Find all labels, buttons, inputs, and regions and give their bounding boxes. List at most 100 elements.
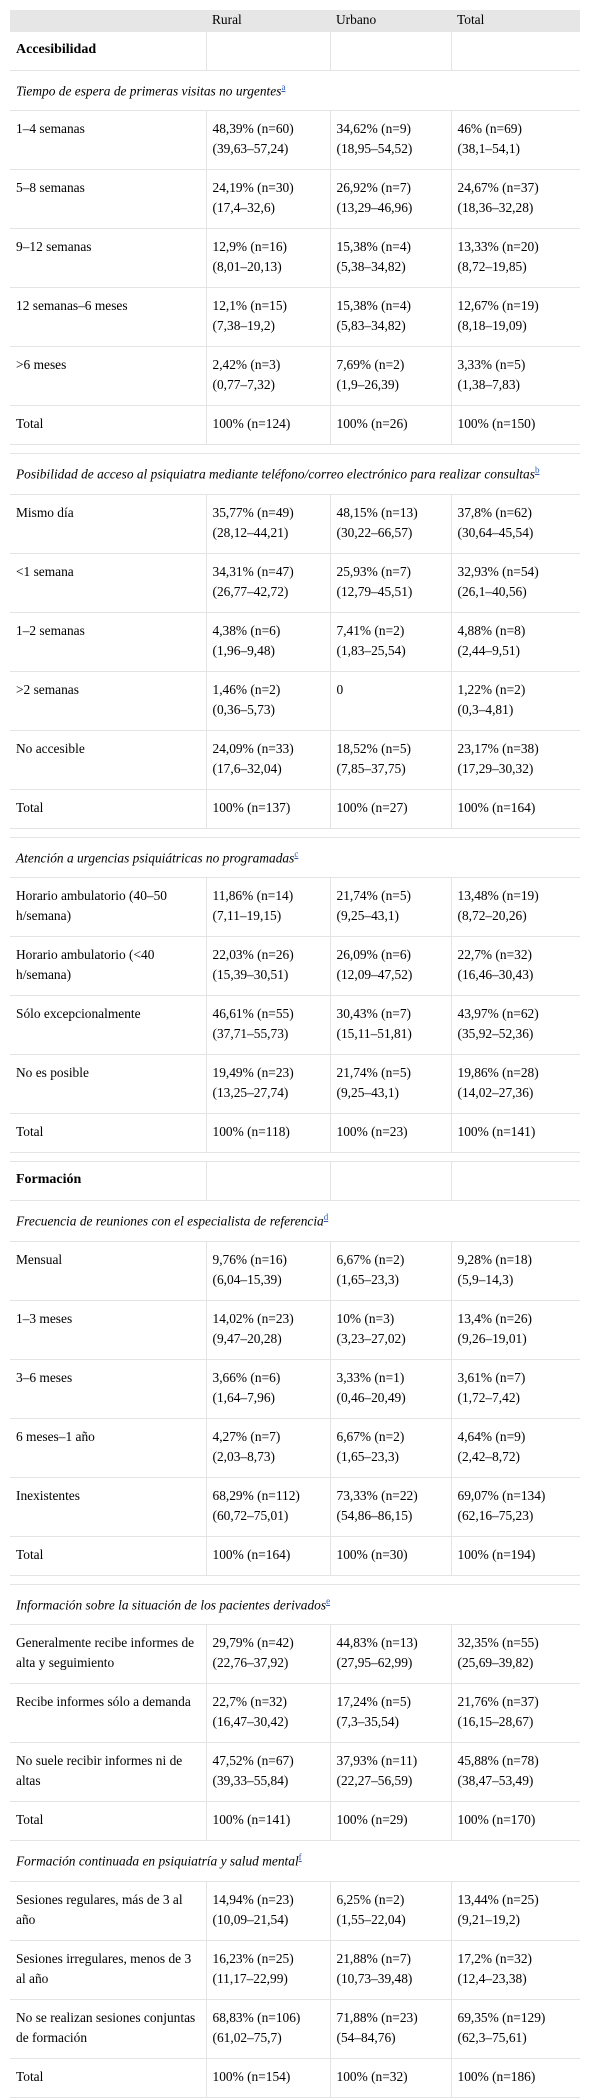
rural-value: 100% (n=164) [205, 1536, 330, 1576]
footnote-link[interactable]: c [294, 848, 299, 859]
total-value: 32,93% (n=54) (26,1–40,56) [450, 553, 580, 613]
question-heading-row: Información sobre la situación de los pa… [10, 1584, 580, 1626]
total-value-line: 4,88% (n=8) [457, 622, 526, 638]
total-value-line: 43,97% (n=62) [457, 1006, 539, 1022]
spacer-row [10, 444, 580, 455]
spacer-row [10, 1575, 580, 1585]
spacer-cell [10, 828, 580, 838]
total-value-line: (17,29–30,32) [457, 760, 534, 776]
total-value: 100% (n=141) [450, 1113, 580, 1154]
urbano-value-line: (3,23–27,02) [336, 1330, 406, 1346]
urbano-value-line: (1,83–25,54) [336, 642, 406, 658]
urbano-value: 7,41% (n=2) (1,83–25,54) [329, 612, 451, 672]
table-row: Total 100% (n=124) 100% (n=26) 100% (n=150) [10, 405, 580, 446]
rural-value-line: (60,72–75,01) [212, 1507, 289, 1523]
row-label: 12 semanas–6 meses [10, 287, 206, 348]
total-value-line: (16,15–28,67) [457, 1714, 534, 1730]
footnote-link[interactable]: e [326, 1595, 331, 1606]
rural-value: 34,31% (n=47) (26,77–42,72) [205, 553, 330, 613]
total-value-line: 1,22% (n=2) [457, 681, 526, 697]
row-label: Total [10, 1536, 206, 1576]
urbano-value: 21,74% (n=5) (9,25–43,1) [329, 1054, 451, 1115]
rural-value: 19,49% (n=23) (13,25–27,74) [205, 1054, 330, 1115]
total-value-line: (1,72–7,42) [457, 1389, 520, 1405]
urbano-value: 100% (n=23) [329, 1113, 451, 1154]
urbano-value-line: (54,86–86,15) [336, 1507, 413, 1523]
rural-value-line: 4,38% (n=6) [212, 622, 281, 638]
total-value: 100% (n=194) [450, 1536, 580, 1576]
total-value: 100% (n=164) [450, 789, 580, 829]
urbano-value-line: 7,41% (n=2) [336, 622, 405, 638]
total-value: 32,35% (n=55) (25,69–39,82) [450, 1624, 580, 1685]
urbano-value: 100% (n=26) [329, 405, 451, 446]
row-label: Total [10, 2058, 206, 2098]
rural-value-line: (39,33–55,84) [212, 1773, 289, 1789]
urbano-value: 21,74% (n=5) (9,25–43,1) [329, 877, 451, 938]
question-heading-row: Atención a urgencias psiquiátricas no pr… [10, 837, 580, 879]
total-value-line: 17,2% (n=32) [457, 1950, 533, 1966]
rural-value-line: 24,09% (n=33) [212, 740, 294, 756]
footnote-link[interactable]: a [281, 82, 286, 92]
rural-value-line: (28,12–44,21) [212, 524, 289, 540]
table-row: Mismo día 35,77% (n=49) (28,12–44,21) 48,15… [10, 494, 580, 554]
rural-value-line: 68,29% (n=112) [212, 1487, 300, 1503]
total-value: 100% (n=150) [450, 405, 580, 446]
row-label: 1–2 semanas [10, 612, 206, 672]
rural-value-line: 4,27% (n=7) [212, 1428, 281, 1444]
rural-value-line: 16,23% (n=25) [212, 1950, 294, 1966]
table-row: 12 semanas–6 meses 12,1% (n=15) (7,38–19,2… [10, 287, 580, 348]
table-row: Horario ambulatorio (<40 h/semana) 22,03%… [10, 936, 580, 997]
row-label: Horario ambulatorio (40–50 h/semana) [10, 877, 206, 938]
spacer-cell [10, 1152, 580, 1163]
urbano-value: 15,38% (n=4) (5,38–34,82) [329, 228, 451, 289]
rural-value-line: 100% (n=124) [212, 416, 291, 432]
row-label: No accesible [10, 730, 206, 790]
spacer-cell [10, 444, 580, 455]
row-label: Generalmente recibe informes de alta y s… [10, 1624, 206, 1685]
section-heading-row: Accesibilidad [10, 32, 580, 71]
question-text: Atención a urgencias psiquiátricas no pr… [16, 850, 295, 866]
footnote-link[interactable]: b [534, 465, 540, 476]
rural-value-line: (9,47–20,28) [212, 1330, 282, 1346]
urbano-value-line: 10% (n=3) [336, 1310, 395, 1326]
total-value-line: (9,21–19,2) [457, 1911, 520, 1927]
urbano-value-line: (5,83–34,82) [336, 318, 406, 334]
total-value: 13,4% (n=26) (9,26–19,01) [450, 1300, 580, 1360]
total-value: 4,64% (n=9) (2,42–8,72) [450, 1418, 580, 1478]
urbano-value-line: (13,29–46,96) [336, 200, 413, 216]
rural-value-line: 100% (n=154) [212, 2068, 291, 2084]
total-value-line: (8,72–19,85) [457, 259, 527, 275]
total-value: 17,2% (n=32) (12,4–23,38) [450, 1940, 580, 2000]
total-value-line: 23,17% (n=38) [457, 740, 539, 756]
rural-value-line: 100% (n=137) [212, 799, 291, 815]
urbano-value: 100% (n=29) [329, 1801, 451, 1842]
footnote-marker: b [535, 464, 540, 476]
footnote-link[interactable]: d [323, 1212, 329, 1223]
table-row: No se realizan sesiones conjuntas de for… [10, 1999, 580, 2059]
total-value-line: (26,1–40,56) [457, 583, 527, 599]
results-table: Rural Urbano Total Accesibilidad Tiempo d… [10, 10, 580, 2098]
rural-value-line: 24,19% (n=30) [212, 180, 294, 196]
question-heading-row: Posibilidad de acceso al psiquiatra medi… [10, 453, 580, 495]
total-value-line: 100% (n=164) [457, 799, 536, 815]
urbano-value: 71,88% (n=23) (54–84,76) [329, 1999, 451, 2059]
header-row: Rural Urbano Total [10, 10, 580, 32]
rural-value-line: 48,39% (n=60) [212, 121, 294, 137]
rural-value-line: 22,03% (n=26) [212, 947, 294, 963]
table-row: >6 meses 2,42% (n=3) (0,77–7,32) 7,69% (n=2… [10, 346, 580, 407]
row-label: 6 meses–1 año [10, 1418, 206, 1478]
urbano-value-line: 17,24% (n=5) [336, 1694, 412, 1710]
total-value: 69,35% (n=129) (62,3–75,61) [450, 1999, 580, 2059]
table-row: Inexistentes 68,29% (n=112) (60,72–75,01) 7… [10, 1477, 580, 1537]
row-label: Total [10, 405, 206, 446]
urbano-value: 10% (n=3) (3,23–27,02) [329, 1300, 451, 1360]
footnote-link[interactable]: f [298, 1852, 302, 1863]
urbano-value: 0 [329, 671, 451, 731]
urbano-value-line: 15,38% (n=4) [336, 298, 412, 314]
rural-value-line: (1,64–7,96) [212, 1389, 275, 1405]
total-value-line: (16,46–30,43) [457, 967, 534, 983]
urbano-value-line: (9,25–43,1) [336, 908, 399, 924]
table-row: Sesiones regulares, más de 3 al año 14,94… [10, 1881, 580, 1941]
rural-value: 68,29% (n=112) (60,72–75,01) [205, 1477, 330, 1537]
section-heading-empty-cell [450, 1161, 580, 1202]
